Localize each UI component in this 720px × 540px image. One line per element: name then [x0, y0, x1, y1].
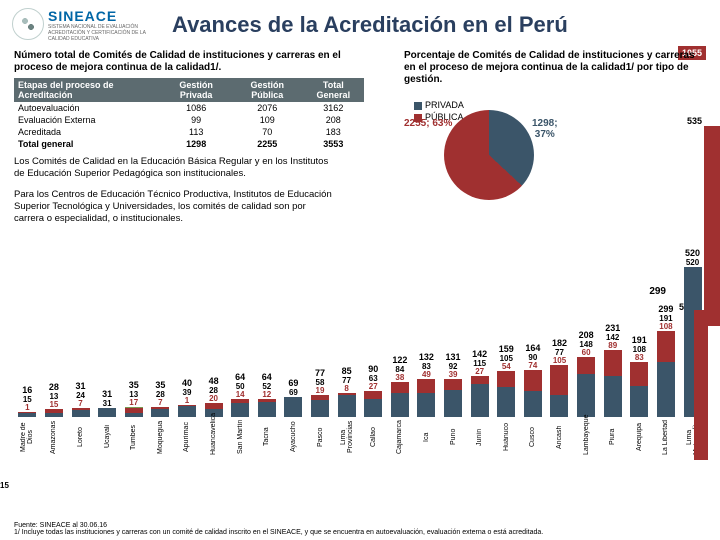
label-299: 299: [649, 286, 666, 297]
note-2: Para los Centros de Educación Técnico Pr…: [14, 189, 334, 226]
note-1: Los Comités de Calidad en la Educación B…: [14, 156, 334, 181]
footer: Fuente: SINEACE al 30.06.16 1/ Incluye t…: [14, 522, 543, 536]
label-535: 535: [687, 116, 702, 126]
left-title: Número total de Comités de Calidad de in…: [14, 50, 364, 74]
yaxis-15: 15: [0, 481, 9, 490]
pie-label-privada: 1298; 37%: [532, 118, 558, 140]
pie-label-publica: 2255; 63%: [404, 118, 452, 129]
pie-chart: [444, 110, 534, 200]
side-bar-535: [704, 126, 720, 326]
pie-title: Porcentaje de Comités de Calidad de inst…: [404, 50, 706, 86]
region-barchart: 299 520 15 16151Madre de Dios281315Amazo…: [14, 310, 706, 500]
side-bar-520: [694, 310, 708, 460]
stages-table: Etapas del proceso de AcreditaciónGestió…: [14, 78, 364, 150]
page-title: Avances de la Acreditación en el Perú: [172, 12, 568, 38]
